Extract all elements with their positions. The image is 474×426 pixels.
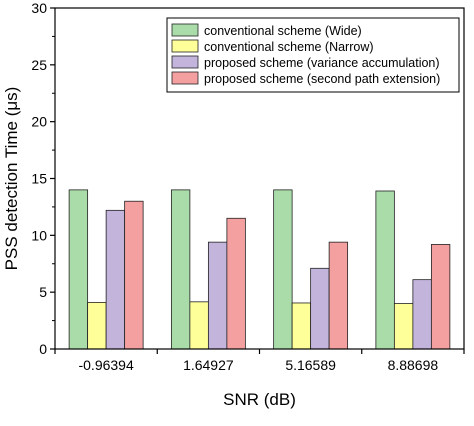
bar-s2-c0 <box>105 209 126 350</box>
legend-label: conventional scheme (Narrow) <box>204 40 374 54</box>
legend: conventional scheme (Wide) conventional s… <box>166 17 460 93</box>
axes-layer: 0 5 10 15 20 25 30 -0.96394 1.64927 5.16589 8.8869… <box>31 0 465 373</box>
bar-s3-c2 <box>328 241 349 350</box>
bar-s1-c2 <box>291 302 312 350</box>
y-axis-title: PSS detection Time (μs) <box>2 87 21 271</box>
bar-s0-c0 <box>68 189 89 350</box>
bar-s2-c1 <box>207 241 228 350</box>
bar-s3-c3 <box>430 244 451 350</box>
bar-s1-c1 <box>189 301 209 350</box>
legend-swatch <box>171 39 199 53</box>
x-tick-label: -0.96394 <box>78 357 133 373</box>
x-tick-label: 1.64927 <box>183 357 234 373</box>
bar-s1-c3 <box>393 303 414 350</box>
legend-swatch <box>171 55 199 69</box>
bar-s2-c2 <box>310 267 330 350</box>
bar-s3-c1 <box>226 217 246 350</box>
legend-label: conventional scheme (Wide) <box>204 24 362 38</box>
x-tick-label: 5.16589 <box>285 357 336 373</box>
x-axis-title: SNR (dB) <box>223 390 296 409</box>
bar-s0-c1 <box>170 189 191 350</box>
y-tick-label: 5 <box>39 284 47 300</box>
y-tick-label: 0 <box>39 341 47 357</box>
bar-s3-c0 <box>124 200 144 350</box>
y-tick-label: 20 <box>31 114 47 130</box>
bar-s2-c3 <box>412 279 432 350</box>
y-tick-label: 30 <box>31 0 47 16</box>
legend-swatch <box>171 71 199 85</box>
bar-s0-c3 <box>375 190 395 350</box>
y-tick-label: 15 <box>31 171 47 187</box>
y-tick-label: 25 <box>31 57 47 73</box>
y-tick-label: 10 <box>31 227 47 243</box>
bars-layer <box>68 189 451 350</box>
legend-label: proposed scheme (second path extension) <box>204 72 440 86</box>
legend-swatch <box>171 23 199 37</box>
legend-box <box>166 17 460 93</box>
legend-label: proposed scheme (variance accumulation) <box>204 56 440 70</box>
bar-s0-c2 <box>273 189 293 350</box>
bar-s1-c0 <box>87 301 107 350</box>
x-tick-label: 8.88698 <box>388 357 439 373</box>
